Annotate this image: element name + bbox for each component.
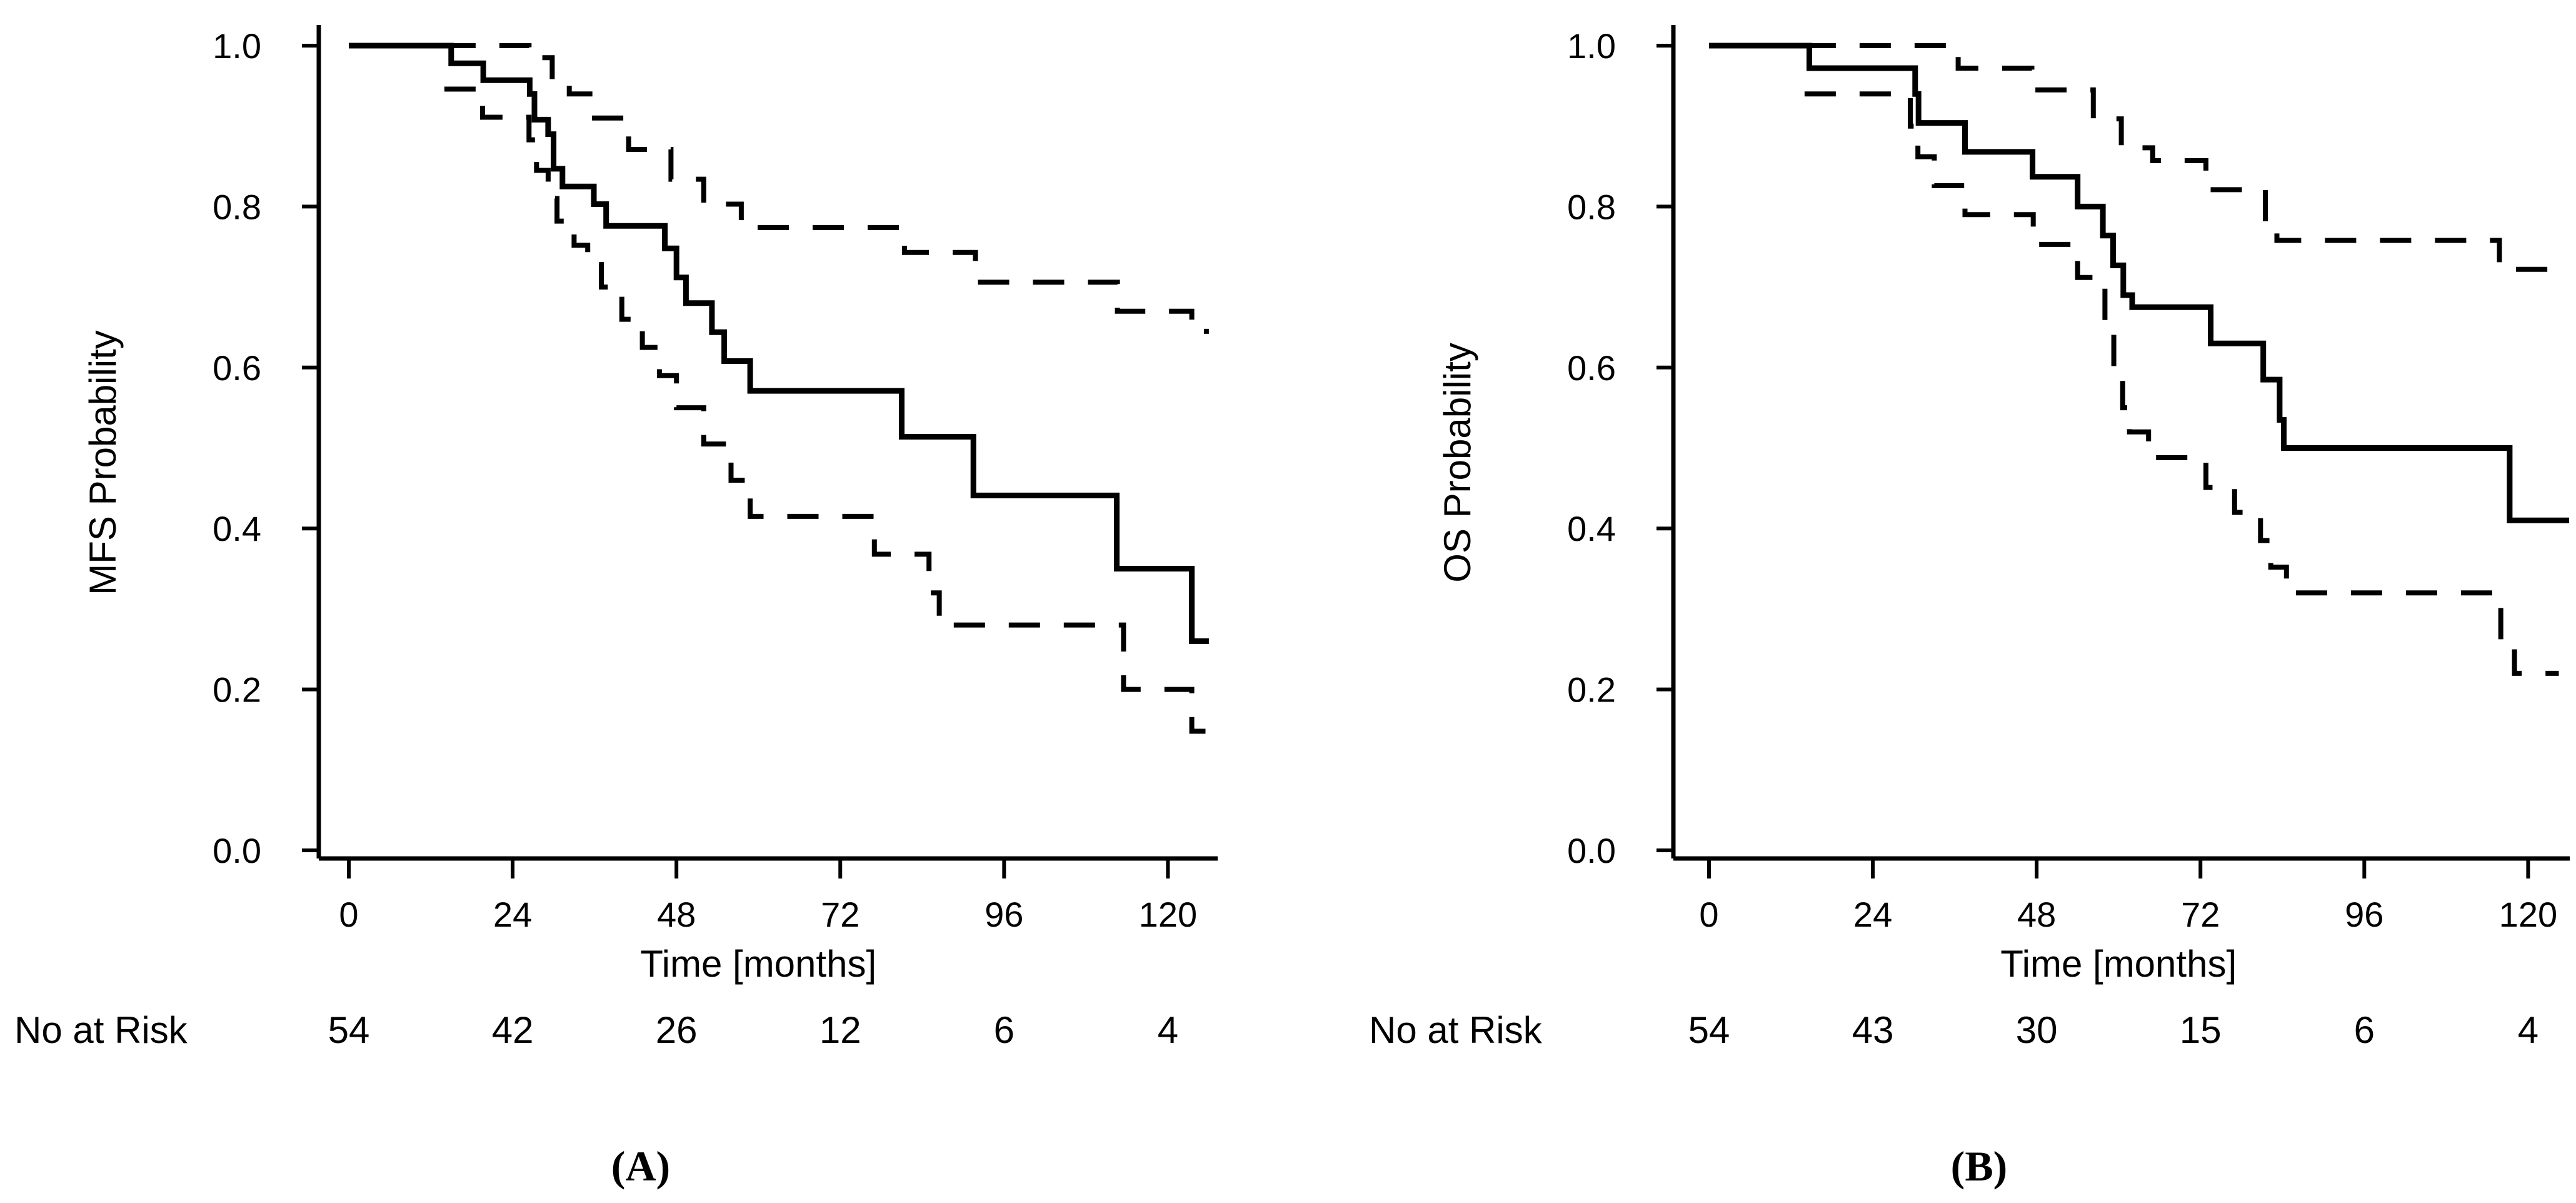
at-risk-count: 12 xyxy=(819,1009,861,1051)
km-plot-b: 0 24 48 72 96 120 1.0 0.8 0.6 0.4 0.2 0.0 54 43 30 15… xyxy=(1369,25,2570,1190)
km-curves-b xyxy=(1709,43,2569,676)
y-axis-label: MFS Probability xyxy=(82,330,124,595)
panel-a: 0 24 48 72 96 120 1.0 0.8 0.6 0.4 0.2 0.0 54 42 26 12… xyxy=(14,25,1218,1190)
km-curve-upper-ci xyxy=(444,43,1209,334)
y-tick-label: 0.0 xyxy=(1567,831,1616,870)
y-tick-label: 1.0 xyxy=(213,26,261,66)
at-risk-count: 42 xyxy=(492,1009,534,1051)
y-tick-label: 0.2 xyxy=(1567,670,1616,710)
x-tick-label: 24 xyxy=(493,895,532,934)
km-curve-estimate xyxy=(349,43,1209,644)
at-risk-count: 54 xyxy=(1688,1009,1730,1051)
axes-a xyxy=(316,25,1218,861)
at-risk-row-a: 54 42 26 12 6 4 xyxy=(328,1009,1178,1051)
x-ticks-a: 0 24 48 72 96 120 xyxy=(339,858,1197,934)
at-risk-count: 6 xyxy=(2354,1009,2375,1051)
km-curve-upper-ci xyxy=(1804,43,2569,272)
x-tick-label: 0 xyxy=(339,895,358,934)
at-risk-count: 30 xyxy=(2016,1009,2058,1051)
at-risk-row-b: 54 43 30 15 6 4 xyxy=(1688,1009,2538,1051)
at-risk-count: 43 xyxy=(1852,1009,1894,1051)
x-tick-label: 24 xyxy=(1853,895,1892,934)
panel-b: 0 24 48 72 96 120 1.0 0.8 0.6 0.4 0.2 0.0 54 43 30 15… xyxy=(1288,0,2576,1203)
y-tick-label: 0.6 xyxy=(1567,348,1616,388)
y-ticks-b: 1.0 0.8 0.6 0.4 0.2 0.0 xyxy=(1567,26,1673,870)
x-axis-label: Time [months] xyxy=(2000,943,2237,985)
y-ticks-a: 1.0 0.8 0.6 0.4 0.2 0.0 xyxy=(213,26,319,870)
km-curve-lower-ci xyxy=(444,86,1206,734)
at-risk-count: 15 xyxy=(2180,1009,2222,1051)
y-tick-label: 1.0 xyxy=(1567,26,1616,66)
x-tick-label: 120 xyxy=(1139,895,1197,934)
axes-b xyxy=(1671,25,2570,861)
x-ticks-b: 0 24 48 72 96 120 xyxy=(1699,858,2557,934)
panel-caption: (A) xyxy=(611,1142,670,1190)
x-tick-label: 96 xyxy=(985,895,1023,934)
x-tick-label: 48 xyxy=(2017,895,2056,934)
x-tick-label: 72 xyxy=(821,895,860,934)
km-curve-lower-ci xyxy=(1804,91,2559,676)
y-tick-label: 0.6 xyxy=(213,348,261,388)
panel-caption: (B) xyxy=(1951,1142,2008,1190)
y-tick-label: 0.0 xyxy=(213,831,261,870)
y-tick-label: 0.8 xyxy=(1567,187,1616,226)
x-tick-label: 96 xyxy=(2345,895,2383,934)
at-risk-count: 6 xyxy=(994,1009,1015,1051)
y-tick-label: 0.4 xyxy=(213,509,261,548)
at-risk-count: 54 xyxy=(328,1009,370,1051)
x-tick-label: 120 xyxy=(2499,895,2557,934)
km-curves-a xyxy=(349,43,1209,734)
km-plot-a: 0 24 48 72 96 120 1.0 0.8 0.6 0.4 0.2 0.0 54 42 26 12… xyxy=(14,25,1218,1190)
at-risk-count: 4 xyxy=(1158,1009,1178,1051)
at-risk-label: No at Risk xyxy=(14,1009,188,1051)
km-curve-estimate xyxy=(1709,43,2569,523)
x-tick-label: 72 xyxy=(2181,895,2220,934)
y-axis-label: OS Probability xyxy=(1436,343,1478,583)
at-risk-count: 26 xyxy=(656,1009,698,1051)
at-risk-label: No at Risk xyxy=(1369,1009,1543,1051)
x-axis-label: Time [months] xyxy=(640,943,876,985)
x-tick-label: 48 xyxy=(657,895,696,934)
x-tick-label: 0 xyxy=(1699,895,1718,934)
y-tick-label: 0.8 xyxy=(213,187,261,226)
y-tick-label: 0.2 xyxy=(213,670,261,710)
y-tick-label: 0.4 xyxy=(1567,509,1616,548)
at-risk-count: 4 xyxy=(2518,1009,2538,1051)
